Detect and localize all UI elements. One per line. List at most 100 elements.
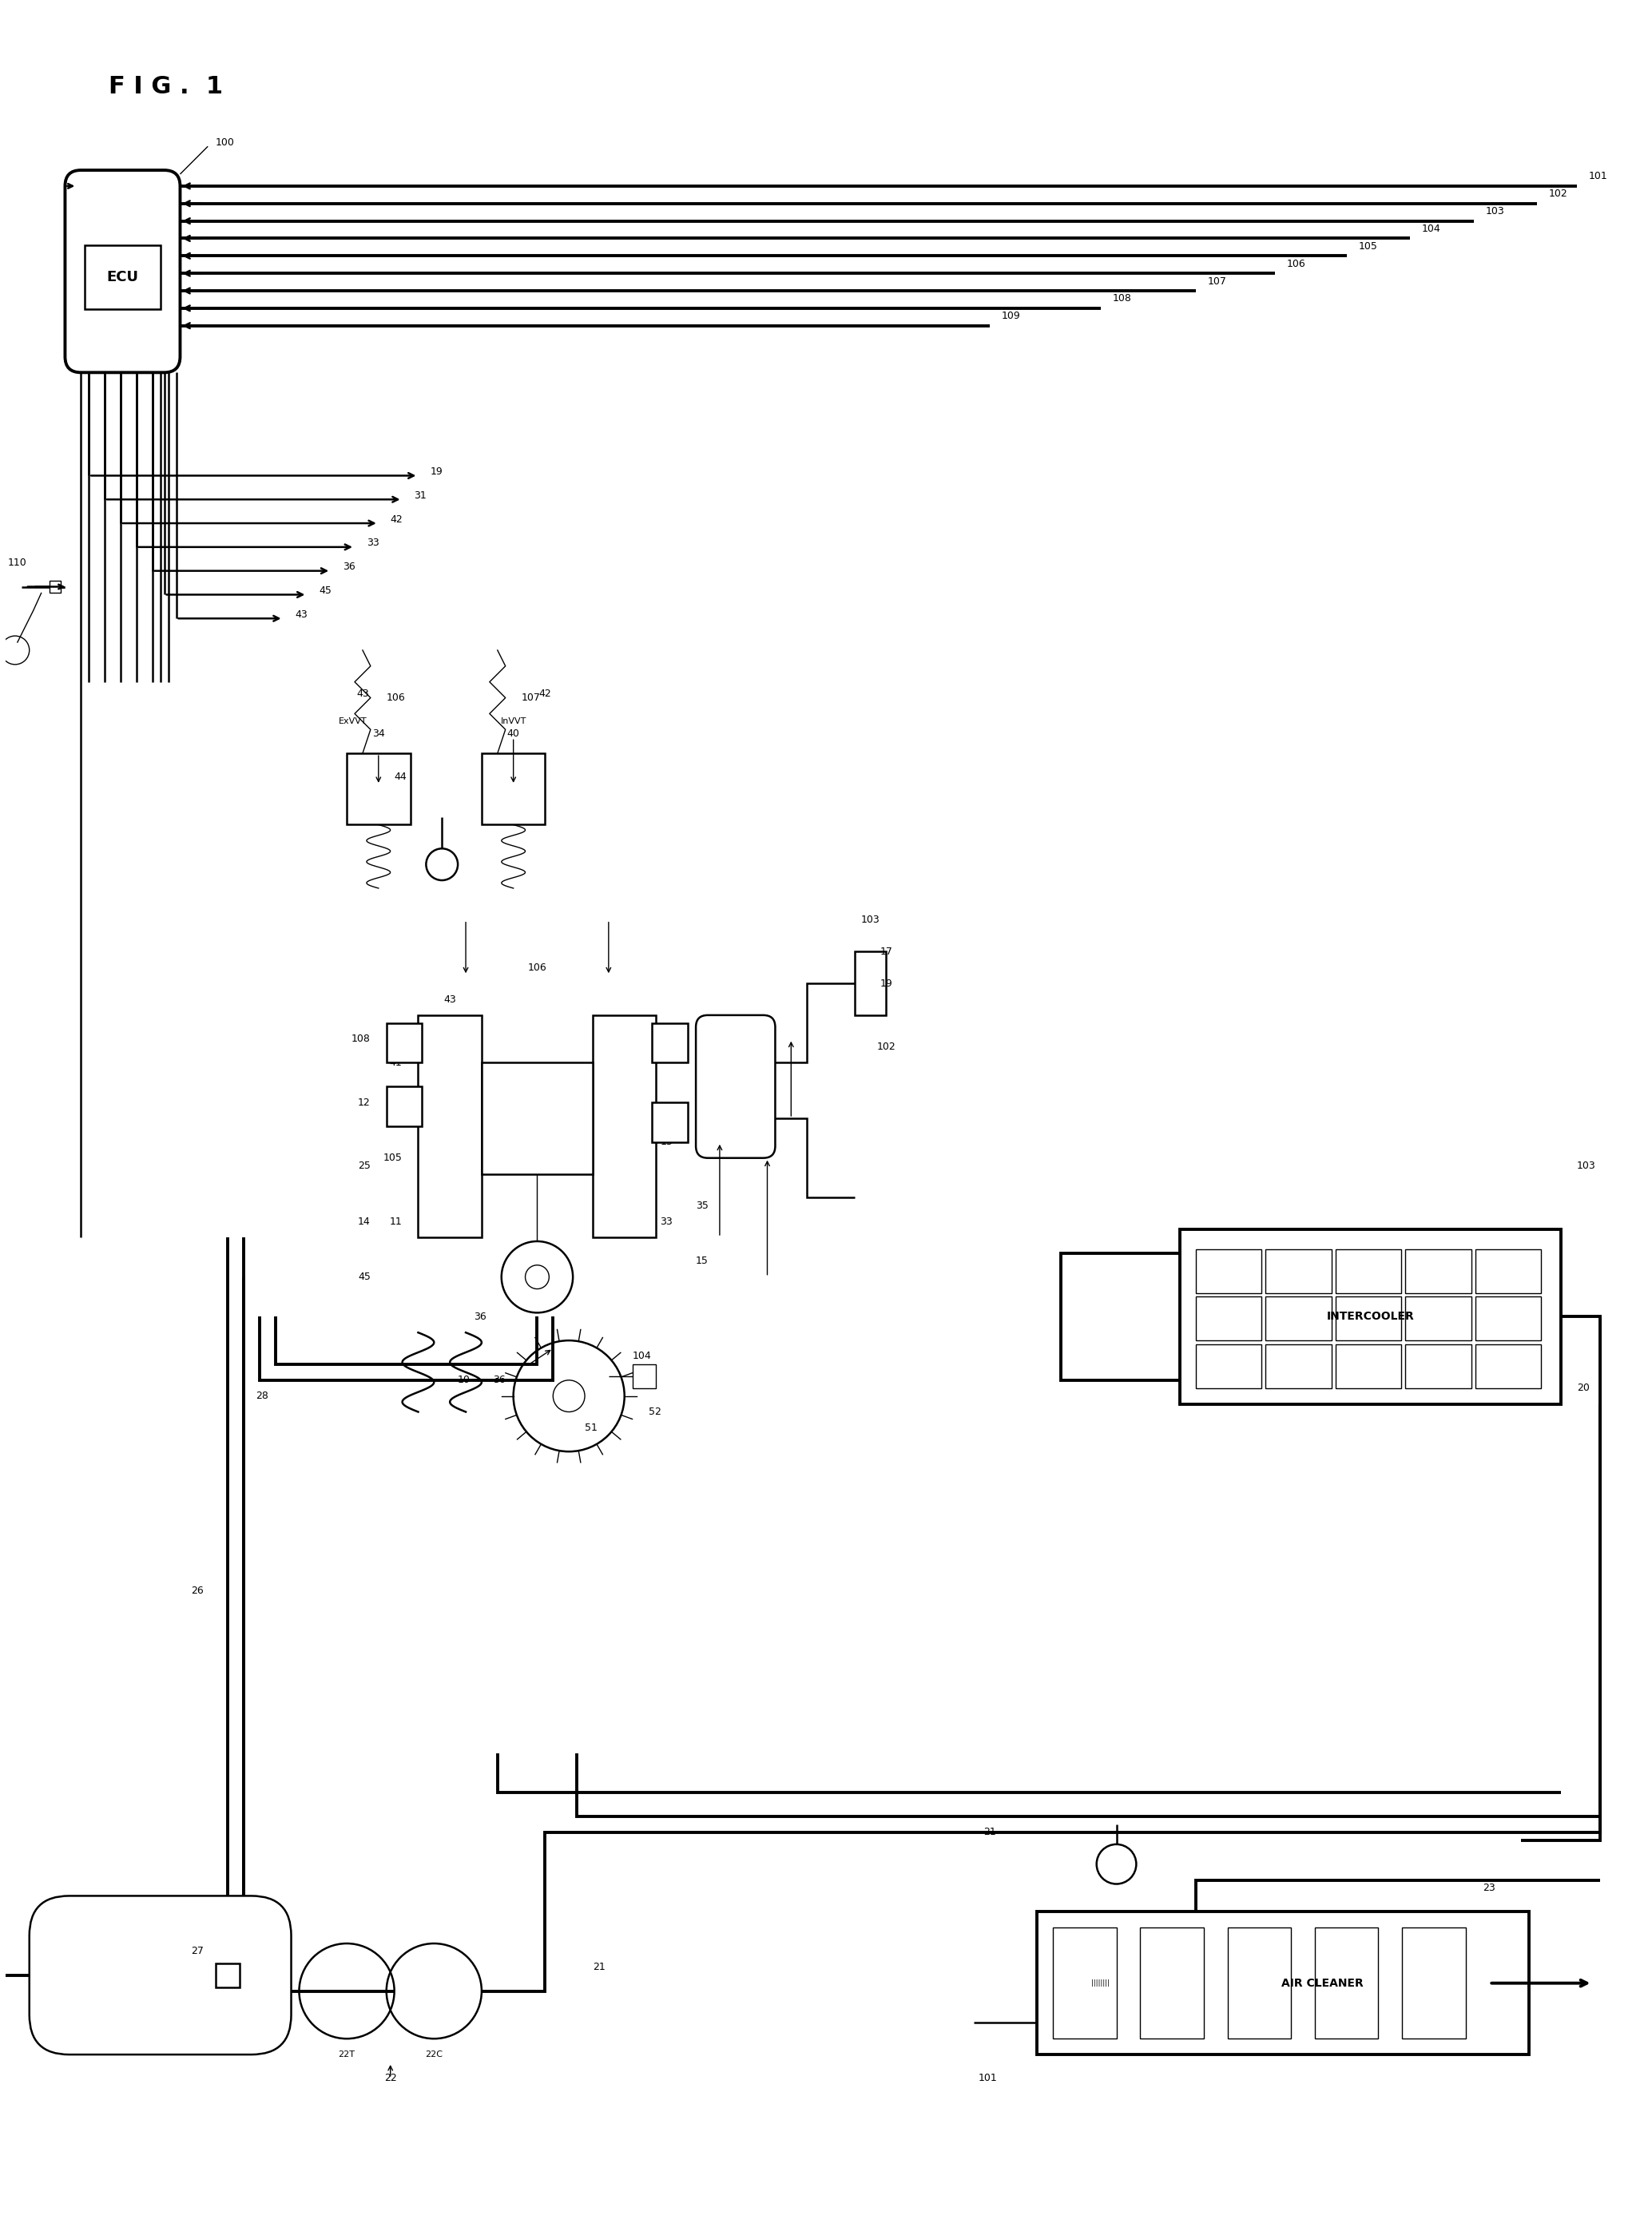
Text: 26: 26 [192, 1585, 203, 1596]
Bar [854, 952, 887, 1014]
Text: 34: 34 [372, 728, 385, 739]
Text: 20: 20 [1576, 1384, 1589, 1393]
Text: 36: 36 [342, 562, 355, 573]
Bar [1265, 1343, 1332, 1388]
Text: 23: 23 [1483, 1883, 1495, 1894]
Bar [1475, 1249, 1541, 1292]
Text: 36: 36 [492, 1375, 506, 1386]
Text: 45: 45 [319, 584, 332, 596]
Text: 12: 12 [358, 1097, 370, 1108]
Text: 43: 43 [357, 690, 368, 699]
Bar [347, 752, 410, 824]
Bar [1335, 1249, 1401, 1292]
Bar [1406, 1343, 1470, 1388]
Text: 17: 17 [881, 947, 892, 956]
Bar [1335, 1296, 1401, 1341]
Bar [1315, 1928, 1378, 2040]
Text: 43: 43 [444, 994, 456, 1005]
Text: 102: 102 [1550, 188, 1568, 199]
Text: F I G .  1: F I G . 1 [109, 76, 223, 99]
Text: 21: 21 [983, 1827, 996, 1838]
Bar [84, 246, 160, 309]
Text: 16: 16 [695, 1034, 709, 1043]
Bar [653, 1023, 687, 1064]
Text: 102: 102 [877, 1041, 895, 1052]
Text: INTERCOOLER: INTERCOOLER [1327, 1312, 1414, 1323]
Bar [633, 1364, 656, 1388]
Text: 104: 104 [1422, 224, 1441, 235]
Text: ||||||||: |||||||| [1092, 1979, 1110, 1986]
Bar [1265, 1296, 1332, 1341]
Bar [1403, 1928, 1465, 2040]
Text: 42: 42 [390, 515, 403, 524]
Bar [1265, 1249, 1332, 1292]
Text: 36: 36 [474, 1312, 486, 1321]
Bar [216, 1964, 240, 1986]
Text: 15: 15 [695, 1256, 709, 1267]
Text: 41: 41 [390, 1057, 403, 1068]
Text: 22T: 22T [339, 2051, 355, 2058]
Text: ExVVT: ExVVT [339, 719, 367, 725]
FancyBboxPatch shape [695, 1014, 775, 1158]
FancyBboxPatch shape [30, 1896, 291, 2055]
Bar [1227, 1928, 1290, 2040]
Text: 28: 28 [256, 1390, 268, 1402]
Text: 21: 21 [593, 1961, 605, 1973]
Text: 31: 31 [695, 1090, 709, 1099]
Text: 101: 101 [978, 2073, 998, 2085]
Text: 18: 18 [695, 1144, 709, 1155]
Bar [418, 1014, 482, 1238]
Bar [1052, 1928, 1117, 2040]
Text: 33: 33 [367, 537, 380, 549]
Bar [482, 752, 545, 824]
Bar [50, 580, 61, 593]
Text: 35: 35 [695, 1200, 709, 1211]
Text: 25: 25 [358, 1160, 370, 1171]
Text: 100: 100 [216, 137, 235, 148]
Bar [1335, 1343, 1401, 1388]
Bar [1196, 1249, 1262, 1292]
Text: 22: 22 [385, 2073, 396, 2085]
Text: 43: 43 [296, 609, 307, 620]
Text: 103: 103 [861, 916, 881, 925]
Bar [1196, 1296, 1262, 1341]
Text: 104: 104 [633, 1350, 651, 1361]
Bar [387, 1023, 423, 1064]
Text: InVVT: InVVT [501, 719, 527, 725]
Bar [1180, 1229, 1561, 1404]
Text: 33: 33 [661, 1216, 672, 1227]
Bar [1196, 1343, 1262, 1388]
Text: 105: 105 [383, 1153, 403, 1164]
Text: 110: 110 [8, 558, 26, 569]
Bar [1140, 1928, 1204, 2040]
Text: 45: 45 [358, 1272, 370, 1283]
Bar [482, 1064, 593, 1173]
Text: 42: 42 [539, 690, 552, 699]
Text: 107: 107 [522, 692, 540, 703]
Text: 107: 107 [1208, 275, 1227, 287]
Text: 108: 108 [1112, 293, 1132, 305]
Text: 13: 13 [661, 1137, 672, 1146]
Text: 44: 44 [395, 772, 406, 781]
Text: 103: 103 [1576, 1160, 1596, 1171]
Text: 19: 19 [881, 978, 892, 990]
Bar [1406, 1249, 1470, 1292]
Text: 22C: 22C [425, 2051, 443, 2058]
Bar [1037, 1912, 1530, 2055]
Text: 106: 106 [1287, 257, 1307, 269]
Text: 51: 51 [585, 1422, 598, 1433]
Text: 19: 19 [430, 466, 443, 477]
Text: AIR CLEANER: AIR CLEANER [1282, 1977, 1365, 1988]
Text: 109: 109 [1001, 311, 1021, 322]
Text: 103: 103 [1485, 206, 1505, 217]
Text: 11: 11 [390, 1216, 403, 1227]
Bar [1475, 1343, 1541, 1388]
Text: 106: 106 [387, 692, 405, 703]
Bar [387, 1086, 423, 1126]
Text: 10: 10 [458, 1375, 471, 1386]
Text: 52: 52 [648, 1406, 661, 1417]
Bar [1406, 1296, 1470, 1341]
FancyBboxPatch shape [64, 170, 180, 372]
Text: 101: 101 [1589, 172, 1607, 181]
Text: ECU: ECU [106, 271, 139, 284]
